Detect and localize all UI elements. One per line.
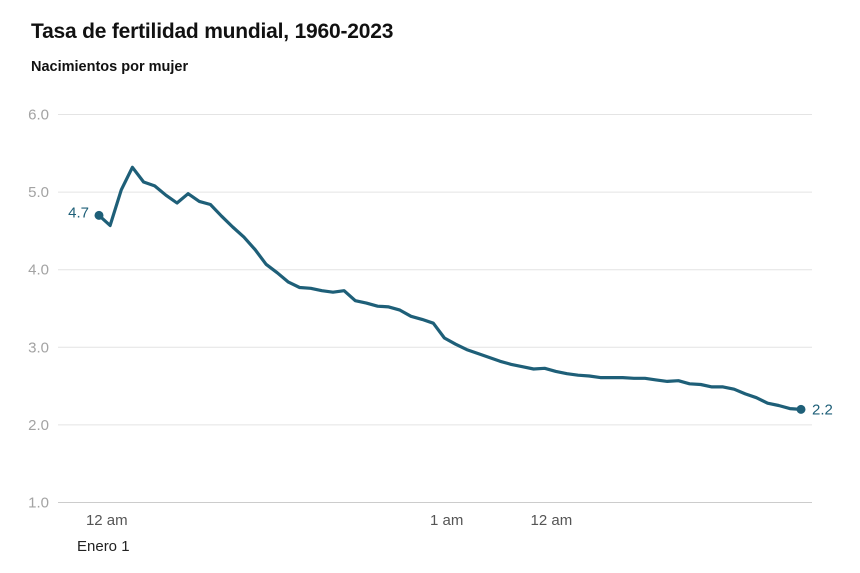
y-tick-label: 6.0 bbox=[28, 107, 49, 124]
data-labels: 4.7 2.2 bbox=[68, 204, 833, 418]
y-tick-label: 2.0 bbox=[28, 417, 49, 434]
series-layer bbox=[97, 165, 803, 411]
endpoint-marker bbox=[94, 210, 104, 220]
data-label: 2.2 bbox=[812, 401, 833, 418]
y-tick-label: 1.0 bbox=[28, 495, 49, 512]
y-axis-ticks: 6.0 5.0 4.0 3.0 2.0 1.0 bbox=[28, 107, 49, 512]
endpoint-marker bbox=[796, 404, 806, 414]
y-tick-label: 5.0 bbox=[28, 184, 49, 201]
x-axis-ticks: 12 am 1 am 12 am Enero 1 bbox=[77, 512, 572, 555]
x-tick-label: 1 am bbox=[430, 512, 463, 529]
gridlines bbox=[58, 114, 812, 503]
data-label: 4.7 bbox=[68, 204, 89, 221]
y-tick-label: 4.0 bbox=[28, 262, 49, 279]
chart-title: Tasa de fertilidad mundial, 1960-2023 bbox=[31, 20, 394, 43]
x-axis-sublabel: Enero 1 bbox=[77, 538, 130, 555]
x-tick-label: 12 am bbox=[531, 512, 573, 529]
y-tick-label: 3.0 bbox=[28, 339, 49, 356]
x-tick-label: 12 am bbox=[86, 512, 128, 529]
chart-subtitle: Nacimientos por mujer bbox=[31, 59, 189, 75]
series-line bbox=[97, 165, 803, 411]
